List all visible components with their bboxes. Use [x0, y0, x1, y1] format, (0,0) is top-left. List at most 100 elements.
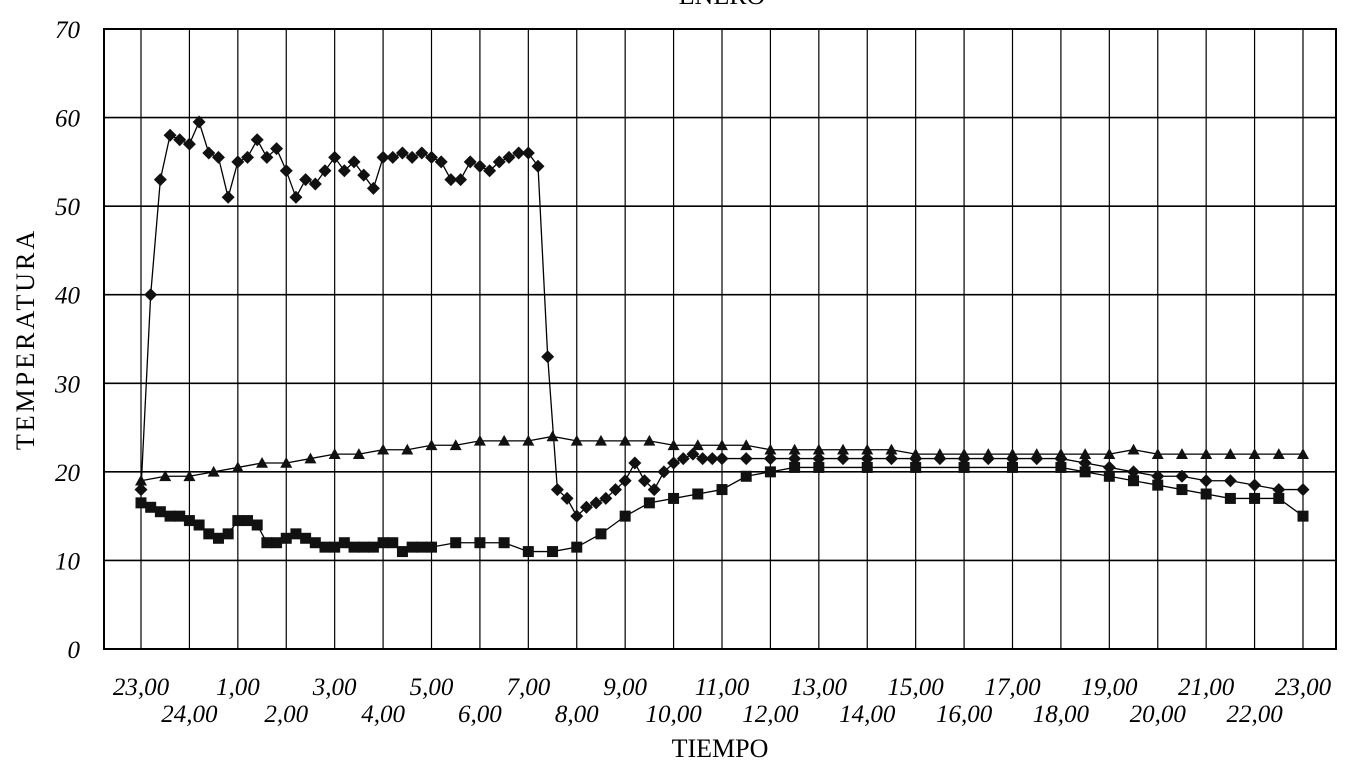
y-axis-ticks: 0 10 20 30 40 50 60 70: [54, 17, 81, 664]
data-point: [668, 492, 680, 504]
x-tick-label-upper: 7,00: [506, 674, 550, 701]
data-point: [1103, 448, 1116, 459]
data-point: [261, 537, 273, 549]
data-point: [1102, 460, 1116, 474]
data-point: [357, 168, 371, 182]
y-tick-label: 50: [55, 194, 81, 221]
data-point: [589, 496, 603, 510]
x-tick-label-upper: 23,00: [113, 674, 170, 701]
x-tick-label-lower: 4,00: [361, 701, 405, 728]
data-point: [192, 115, 206, 129]
data-point: [531, 159, 545, 173]
data-point: [619, 510, 631, 522]
data-point: [860, 452, 874, 466]
data-point: [366, 181, 380, 195]
data-point: [594, 434, 607, 446]
y-tick-label: 60: [55, 106, 81, 133]
data-point: [174, 510, 186, 522]
x-tick-label-lower: 18,00: [1033, 701, 1090, 728]
data-point: [144, 288, 158, 302]
data-point: [473, 434, 486, 446]
data-point: [764, 443, 777, 455]
data-point: [657, 465, 671, 479]
data-point: [387, 537, 399, 549]
data-point: [395, 146, 409, 160]
data-point: [154, 506, 166, 518]
data-point: [692, 488, 704, 500]
x-tick-label-lower: 8,00: [555, 701, 599, 728]
data-point: [231, 461, 244, 473]
data-point: [933, 448, 946, 459]
data-point: [686, 447, 700, 461]
data-point: [1272, 448, 1285, 459]
data-point: [376, 150, 390, 164]
y-axis-label: TEMPERATURA: [11, 228, 40, 450]
data-point: [628, 456, 642, 470]
data-point: [764, 466, 776, 478]
data-point: [884, 452, 898, 466]
data-point: [643, 434, 656, 446]
data-point: [309, 537, 321, 549]
data-point: [279, 164, 293, 178]
data-point: [221, 190, 235, 204]
data-point: [691, 439, 704, 451]
data-point: [358, 541, 370, 553]
x-axis-label: TIEMPO: [672, 734, 769, 763]
data-point: [1030, 448, 1043, 459]
data-point: [450, 537, 462, 549]
y-tick-label: 10: [55, 548, 81, 575]
data-point: [715, 452, 729, 466]
data-point: [1103, 470, 1115, 482]
data-point: [337, 164, 351, 178]
data-point: [958, 461, 970, 473]
data-point: [492, 155, 506, 169]
data-point: [434, 155, 448, 169]
data-point: [449, 439, 462, 451]
data-point: [159, 470, 172, 482]
data-point: [763, 452, 777, 466]
y-tick-label: 30: [54, 371, 81, 398]
x-tick-label-upper: 5,00: [410, 674, 454, 701]
data-point: [1006, 448, 1019, 459]
data-point: [1127, 465, 1141, 479]
data-point: [270, 142, 284, 156]
data-point: [367, 541, 379, 553]
y-tick-label: 40: [55, 283, 81, 310]
data-point: [1175, 469, 1189, 483]
data-point: [328, 150, 342, 164]
data-point: [608, 483, 622, 497]
x-tick-label-lower: 10,00: [645, 701, 702, 728]
data-point: [1127, 443, 1140, 455]
y-tick-label: 0: [68, 637, 81, 664]
data-point: [740, 470, 752, 482]
data-point: [1055, 461, 1067, 473]
data-point: [182, 137, 196, 151]
data-point: [289, 190, 303, 204]
data-point: [415, 146, 429, 160]
data-point: [1249, 492, 1261, 504]
data-point: [676, 452, 690, 466]
data-point: [164, 510, 176, 522]
x-tick-label-upper: 1,00: [216, 674, 260, 701]
series-layer: [134, 115, 1310, 558]
data-point: [1224, 448, 1237, 459]
data-point: [1273, 492, 1285, 504]
data-point: [338, 537, 350, 549]
data-point: [570, 434, 583, 446]
data-point: [1223, 474, 1237, 488]
x-tick-label-lower: 6,00: [458, 701, 502, 728]
data-point: [425, 150, 438, 164]
data-point: [135, 474, 147, 486]
data-point: [599, 491, 613, 505]
data-point: [1054, 448, 1067, 459]
data-point: [498, 537, 510, 549]
data-point: [280, 532, 292, 544]
x-tick-label-upper: 15,00: [888, 674, 945, 701]
data-point: [1176, 484, 1188, 496]
x-tick-label-lower: 20,00: [1130, 701, 1187, 728]
x-tick-label-lower: 22,00: [1226, 701, 1283, 728]
data-point: [521, 146, 535, 160]
x-tick-label-lower: 16,00: [936, 701, 993, 728]
data-point: [667, 439, 680, 451]
data-point: [318, 164, 332, 178]
